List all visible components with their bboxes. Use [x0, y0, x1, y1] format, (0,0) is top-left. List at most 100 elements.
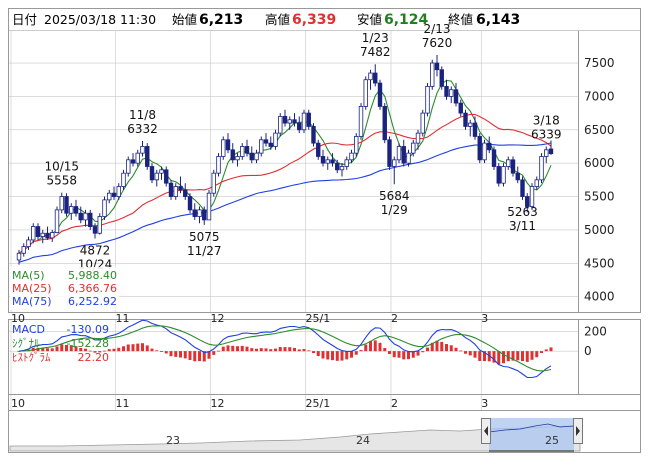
histogram-bar — [350, 351, 353, 358]
candle-body — [453, 89, 459, 104]
month-label: 2 — [391, 312, 398, 325]
month-label: 11 — [116, 312, 130, 325]
candle-body — [515, 172, 520, 181]
navigator-selection[interactable] — [489, 418, 574, 451]
price-tick-label: 4500 — [584, 256, 615, 270]
candle-body — [154, 172, 159, 181]
histogram-bar — [122, 346, 125, 352]
candle-body — [401, 146, 406, 164]
annotation-value: 4872 — [80, 243, 111, 257]
histogram-bar — [93, 351, 97, 353]
histogram-bar — [193, 351, 197, 362]
price-tick-label: 7000 — [584, 89, 615, 103]
annotation-date: 3/11 — [509, 219, 536, 233]
histogram-bar — [107, 349, 111, 352]
histogram-bar — [126, 344, 130, 352]
candle-body — [45, 232, 50, 239]
histogram-bar — [416, 351, 420, 356]
histogram-bar — [293, 347, 296, 352]
histogram-bar — [169, 351, 173, 357]
low-value: 6,124 — [384, 12, 429, 28]
histogram-bar — [221, 346, 225, 352]
histogram-bar — [435, 340, 439, 352]
histogram-bar — [60, 344, 64, 352]
candle-body — [102, 199, 107, 217]
histogram-bar — [141, 343, 144, 352]
candle-body — [211, 172, 216, 194]
histogram-bar — [145, 345, 149, 352]
candle-body — [149, 166, 155, 181]
candle-body — [368, 72, 373, 81]
month-label: 3 — [481, 397, 488, 410]
histogram-bar — [155, 350, 159, 352]
annotation-date: 10/15 — [44, 160, 79, 174]
high-value: 6,339 — [292, 12, 336, 28]
signal-line — [18, 325, 552, 372]
candle-body — [439, 69, 444, 87]
range-navigator[interactable]: 23 24 25 — [9, 418, 583, 452]
ma-legend-box — [10, 267, 119, 310]
histogram-bar — [345, 351, 349, 360]
histogram-bar — [117, 347, 121, 352]
histogram-bar — [36, 347, 40, 352]
histogram-bar — [454, 347, 458, 352]
candle-body — [311, 126, 316, 144]
histogram-bar — [473, 351, 477, 358]
candle-body — [173, 186, 178, 197]
histogram-bar — [369, 341, 372, 352]
signal-label: ｼｸﾞﾅﾙ — [12, 337, 40, 350]
ma25-value: 6,366.76 — [68, 282, 117, 295]
histogram-bar — [226, 345, 230, 352]
candle-body — [116, 186, 121, 197]
candle-body — [121, 172, 126, 187]
navigator-label-25: 25 — [545, 434, 559, 447]
histogram-bar — [264, 348, 268, 352]
candle-body — [221, 139, 226, 157]
candle-body — [525, 196, 530, 207]
histogram-bar — [483, 351, 486, 362]
candle-body — [539, 156, 544, 181]
candle-body — [225, 139, 231, 151]
histogram-bar — [402, 351, 406, 360]
histogram-bar — [464, 351, 467, 354]
histogram-bar — [316, 351, 320, 357]
candle-body — [472, 122, 478, 137]
histogram-bar — [511, 351, 515, 361]
histogram-bar — [250, 348, 254, 352]
price-tick-label: 7500 — [584, 56, 615, 70]
histogram-bar — [326, 351, 330, 360]
histogram-bar — [392, 351, 396, 358]
annotation-value: 5263 — [507, 205, 538, 219]
annotation-value: 6332 — [127, 122, 158, 136]
histogram-bar — [112, 348, 116, 352]
price-axis-labels: 4000 4500 5000 5500 6000 6500 7000 7500 — [584, 56, 615, 304]
price-tick-label: 6000 — [584, 156, 615, 170]
price-tick-label: 6500 — [584, 123, 615, 137]
moving-average-lines — [18, 79, 552, 263]
month-label: 12 — [211, 397, 225, 410]
high-label: 高値 — [265, 12, 290, 27]
candle-body — [487, 142, 492, 151]
histogram-bar — [240, 345, 244, 352]
histogram-bar — [202, 351, 206, 362]
histogram-bar — [487, 351, 491, 362]
histogram-bar — [359, 349, 363, 352]
histogram-bar — [69, 345, 73, 352]
ma75-line — [18, 142, 552, 263]
close-label: 終値 — [448, 12, 473, 27]
close-value: 6,143 — [476, 12, 520, 28]
gridlines — [9, 31, 578, 410]
histogram-bar — [65, 344, 68, 352]
candle-body — [168, 182, 174, 197]
candle-body — [392, 159, 397, 167]
candle-body — [425, 85, 430, 114]
histogram-bar — [340, 351, 344, 361]
ma5-line — [18, 79, 552, 254]
histogram-bar — [535, 351, 539, 358]
candle-body — [244, 146, 250, 154]
histogram-bar — [478, 351, 482, 361]
histogram-bar — [521, 351, 524, 362]
candle-body — [373, 72, 378, 84]
candle-body — [434, 62, 440, 71]
histogram-bar — [373, 340, 377, 352]
